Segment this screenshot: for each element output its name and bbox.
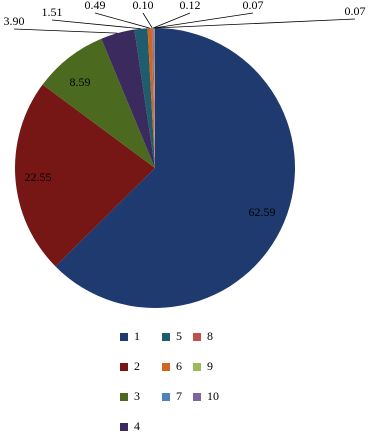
leader-line (13, 28, 118, 34)
legend-label: 2 (134, 359, 140, 373)
legend-swatch (120, 393, 128, 401)
leader-line (154, 12, 254, 29)
legend-label: 10 (207, 389, 219, 403)
legend-label: 7 (176, 389, 182, 403)
legend-swatch (193, 393, 201, 401)
data-label: 0.49 (85, 0, 106, 12)
legend-swatch (162, 393, 170, 401)
legend-label: 6 (176, 359, 182, 373)
legend-label: 8 (207, 329, 213, 343)
leader-line (51, 19, 141, 30)
legend-label: 1 (134, 329, 140, 343)
legend-swatch (162, 333, 170, 341)
pie-slice (152, 28, 155, 168)
pie-slice (42, 38, 156, 169)
legend-swatch (193, 333, 201, 341)
pie-slice (151, 28, 155, 169)
pie-slice (154, 28, 155, 168)
data-label: 62.59 (249, 205, 276, 219)
leader-line (153, 12, 191, 29)
pie-slice (134, 28, 155, 169)
legend-label: 9 (207, 359, 213, 373)
legend-swatch (193, 363, 201, 371)
leader-line (154, 18, 356, 29)
pie-slice (14, 84, 156, 267)
legend-swatch (120, 363, 128, 371)
legend-label: 3 (134, 389, 140, 403)
legend-swatch (120, 333, 128, 341)
legend-label: 5 (176, 329, 182, 343)
data-label: 3.90 (4, 14, 25, 28)
pie-slice (147, 28, 155, 168)
data-label: 0.07 (345, 4, 366, 18)
pie-slice (101, 29, 155, 169)
data-label: 0.12 (180, 0, 201, 12)
data-label: 0.10 (133, 0, 154, 12)
legend-label: 4 (134, 419, 140, 433)
data-label: 1.51 (42, 5, 63, 19)
data-label: 0.07 (243, 0, 264, 12)
leader-line (142, 12, 153, 29)
pie-slice (55, 28, 295, 308)
legend-swatch (120, 423, 128, 431)
data-label: 22.55 (25, 170, 52, 184)
legend-swatch (162, 363, 170, 371)
pie-slice (153, 28, 155, 168)
leader-line (94, 12, 150, 29)
data-label: 8.59 (70, 75, 91, 89)
